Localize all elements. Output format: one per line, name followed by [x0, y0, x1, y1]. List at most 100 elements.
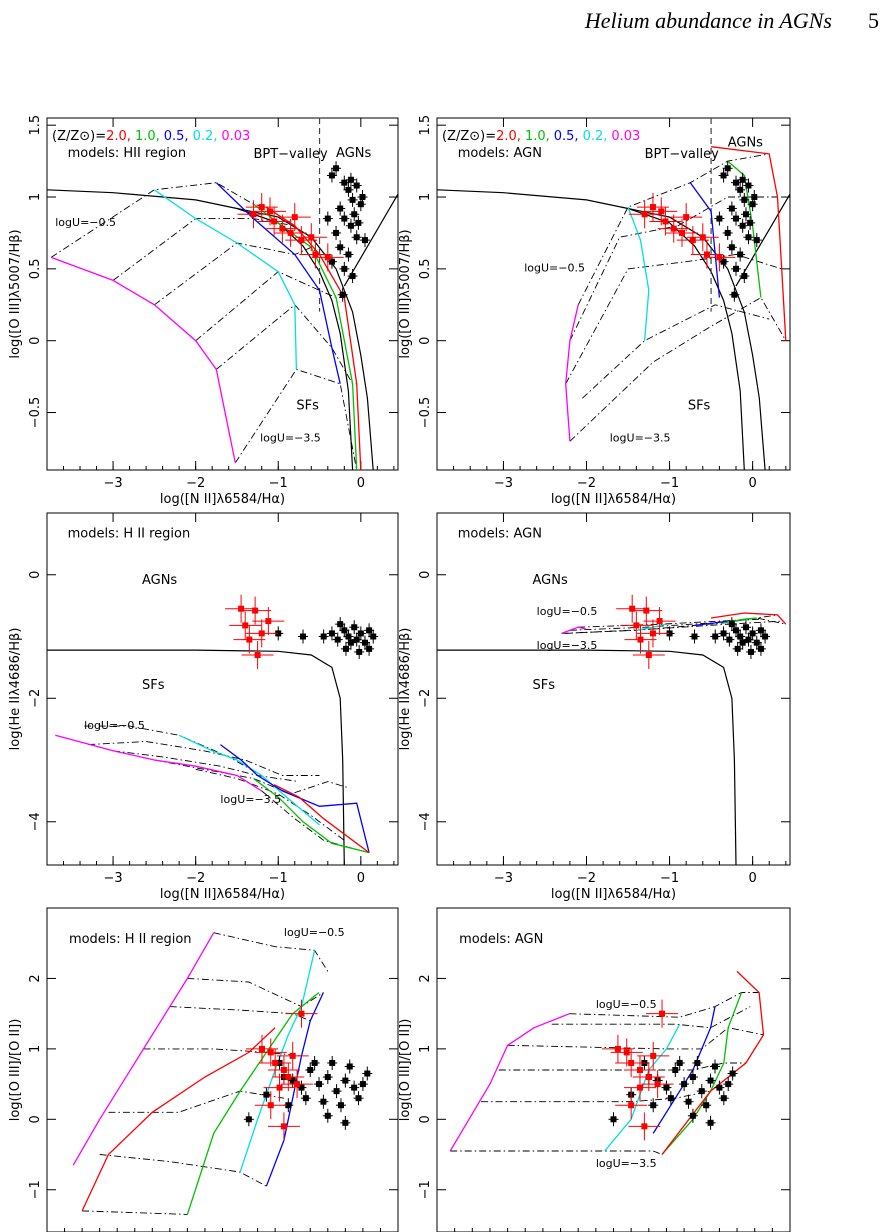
agn-point	[724, 229, 731, 236]
agn-point	[351, 211, 358, 218]
model-track-z0.5	[215, 182, 341, 384]
agn-point	[737, 251, 744, 258]
y-axis-label: log([O III]/[O II])	[398, 1019, 413, 1122]
model-track-z0.03	[565, 304, 579, 442]
y-tick-label: 0	[418, 337, 433, 345]
bpt-valley-point	[324, 254, 331, 261]
model-track-z0.2	[178, 734, 320, 826]
agn-point	[337, 1102, 344, 1109]
y-tick-label: 0	[28, 1115, 43, 1123]
plot-frame	[436, 907, 791, 1232]
agn-point	[757, 645, 764, 652]
y-tick-label: −2	[28, 689, 43, 708]
bpt-valley-point	[641, 1123, 648, 1130]
plot-frame	[436, 117, 791, 471]
y-axis-label: log(He IIλ4686/Hβ)	[398, 628, 413, 751]
bpt-valley-point	[654, 1081, 661, 1088]
bpt-valley-point	[658, 208, 665, 215]
model-track-z2.0	[265, 206, 362, 470]
legend-entry: 1.0,	[525, 129, 550, 144]
bpt-valley-point	[289, 1052, 296, 1059]
x-tick-label: −1	[269, 871, 288, 886]
agn-point	[753, 639, 760, 646]
annotation: logU=−0.5	[537, 605, 598, 618]
logu-grid-line	[551, 1006, 751, 1029]
agn-point	[716, 215, 723, 222]
y-tick-label: 0	[418, 1115, 433, 1123]
model-track-z0.03	[50, 256, 236, 463]
model-track-z0.5	[689, 182, 721, 298]
agn-point	[728, 621, 735, 628]
logu-grid-line	[450, 1150, 663, 1155]
agn-point	[320, 633, 327, 640]
bpt-valley-point	[285, 1074, 292, 1081]
annotation: logU=−3.5	[220, 793, 281, 806]
agn-point	[689, 1112, 696, 1119]
y-axis-label: log(He IIλ4686/Hβ)	[8, 628, 23, 751]
annotation: SFs	[296, 399, 319, 414]
agn-point	[753, 237, 760, 244]
annotation: SFs	[142, 678, 165, 693]
agn-point	[733, 179, 740, 186]
model-track-z2.0	[81, 1027, 276, 1212]
x-tick-label: −2	[577, 871, 596, 886]
agn-point	[667, 1095, 674, 1102]
metallicity-legend: (Z/Z⊙)=2.0, 1.0, 0.5, 0.2, 0.03	[442, 129, 640, 144]
y-tick-label: −4	[28, 812, 43, 831]
agn-point	[733, 627, 740, 634]
x-tick-label: 0	[357, 476, 365, 491]
x-tick-label: −1	[269, 476, 288, 491]
x-tick-label: −2	[186, 476, 205, 491]
agn-point	[342, 1119, 349, 1126]
agn-point	[712, 633, 719, 640]
model-track-z0.5	[694, 620, 728, 627]
bpt-valley-point	[242, 622, 249, 629]
page-number: 5	[868, 8, 879, 33]
annotation: logU=−0.5	[596, 998, 657, 1011]
panel-p6: −1 0 1 2 log([O III]/[O II]) models: AGN logU=…	[398, 907, 791, 1232]
agn-point	[685, 1098, 692, 1105]
agn-point	[333, 165, 340, 172]
legend-entry: 1.0,	[135, 129, 160, 144]
bpt-valley-point	[276, 1084, 283, 1091]
bpt-valley-point	[623, 1049, 630, 1056]
agn-point	[349, 273, 356, 280]
logu-grid-line	[82, 1210, 188, 1215]
plot-frame	[46, 907, 399, 1232]
agn-point	[610, 1116, 617, 1123]
agn-point	[353, 636, 360, 643]
bpt-valley-point	[659, 1010, 666, 1017]
legend-entry: 2.0,	[496, 129, 521, 144]
bpt-valley-point	[703, 251, 710, 258]
annotation: AGNs	[728, 136, 763, 151]
bpt-valley-point	[279, 225, 286, 232]
logu-grid-line	[498, 1062, 746, 1071]
bpt-valley-point	[649, 630, 656, 637]
agn-point	[681, 1081, 688, 1088]
panel-p4: −3 −2 −1 0 −4 −2 0 log([N II]λ6584/Hα) log(He II…	[398, 512, 791, 902]
agn-point	[666, 630, 673, 637]
curve-kauffmann	[47, 189, 354, 470]
agn-point	[324, 1074, 331, 1081]
bpt-valley-point	[298, 1010, 305, 1017]
agn-point	[345, 186, 352, 193]
metallicity-legend: (Z/Z⊙)=2.0, 1.0, 0.5, 0.2, 0.03	[52, 129, 250, 144]
agn-point	[245, 1116, 252, 1123]
logu-grid-line	[154, 759, 349, 795]
annotation: logU=−3.5	[537, 639, 598, 652]
model-track-z0.03	[55, 734, 263, 792]
agn-point	[672, 1067, 679, 1073]
curve-kewley	[236, 207, 374, 470]
agn-point	[747, 648, 754, 655]
annotation: BPT−valley	[645, 147, 719, 162]
agn-point	[720, 258, 727, 265]
agn-point	[341, 265, 348, 272]
y-tick-label: 0	[28, 337, 43, 345]
agn-point	[356, 648, 363, 655]
agn-point	[742, 211, 749, 218]
agn-point	[347, 222, 354, 229]
agn-point	[359, 1081, 366, 1088]
bpt-valley-point	[670, 225, 677, 232]
agn-point	[366, 645, 373, 652]
bpt-valley-point	[628, 1059, 635, 1066]
